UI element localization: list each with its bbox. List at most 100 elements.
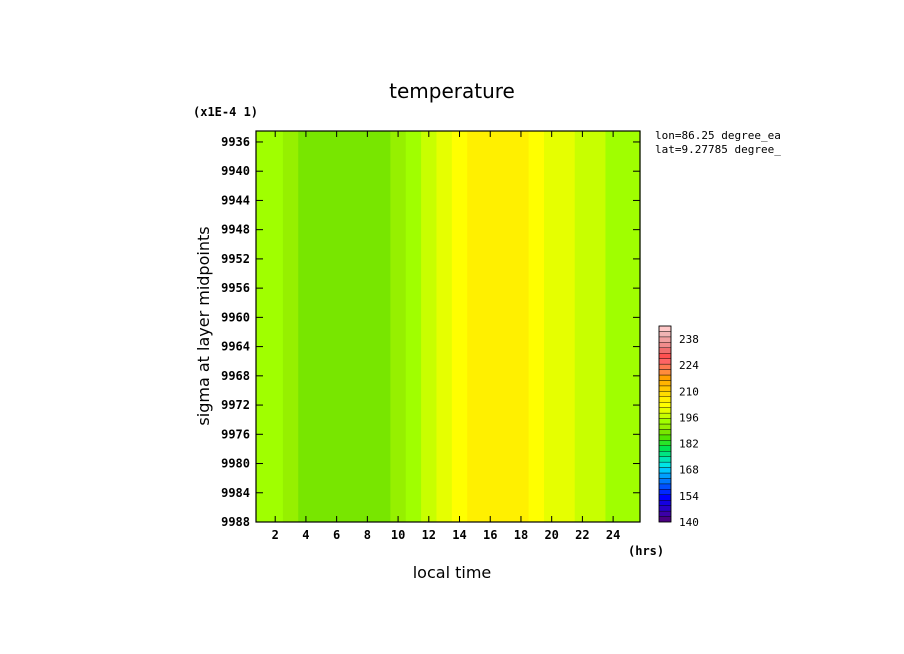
colorbar-swatch bbox=[658, 445, 672, 452]
colorbar-swatch bbox=[658, 402, 672, 408]
y-tick-label: 9968 bbox=[221, 369, 250, 383]
annotation-lat: lat=9.27785 degree_ bbox=[655, 143, 781, 156]
colorbar-swatch bbox=[658, 418, 672, 425]
y-tick-label: 9948 bbox=[221, 223, 250, 237]
colorbar-swatch bbox=[658, 353, 672, 359]
colorbar-swatch bbox=[658, 478, 672, 485]
heatmap-cell bbox=[405, 131, 422, 522]
colorbar-swatch bbox=[658, 483, 672, 490]
y-tick-label: 9976 bbox=[221, 427, 250, 441]
colorbar-swatch bbox=[658, 342, 672, 348]
colorbar-swatch bbox=[658, 510, 672, 517]
colorbar-swatch bbox=[658, 407, 672, 414]
colorbar-swatch bbox=[658, 423, 672, 430]
y-tick-label: 9988 bbox=[221, 515, 250, 529]
colorbar-swatch bbox=[658, 347, 672, 354]
colorbar-tick-label: 154 bbox=[679, 490, 699, 503]
y-tick-label: 9980 bbox=[221, 457, 250, 471]
colorbar-swatch bbox=[658, 489, 672, 495]
colorbar-swatch bbox=[658, 516, 672, 523]
x-tick-label: 18 bbox=[514, 528, 528, 542]
colorbar-swatch bbox=[658, 494, 672, 501]
x-axis-label: local time bbox=[413, 563, 492, 582]
heatmap-cell bbox=[282, 131, 299, 522]
colorbar-swatch bbox=[658, 440, 672, 446]
colorbar-swatch bbox=[658, 505, 672, 512]
y-tick-label: 9944 bbox=[221, 193, 250, 207]
y-tick-label: 9972 bbox=[221, 398, 250, 412]
heatmap-cell bbox=[436, 131, 453, 522]
colorbar-swatch bbox=[658, 358, 672, 365]
heatmap-cell bbox=[421, 131, 438, 522]
y-tick-label: 9964 bbox=[221, 340, 250, 354]
x-tick-label: 12 bbox=[422, 528, 436, 542]
colorbar-swatch bbox=[658, 451, 672, 457]
colorbar-swatch bbox=[658, 429, 672, 436]
chart-title: temperature bbox=[389, 79, 515, 103]
heatmap-cell bbox=[298, 131, 315, 522]
x-tick-label: 2 bbox=[272, 528, 279, 542]
x-tick-label: 22 bbox=[575, 528, 589, 542]
colorbar-swatch bbox=[658, 396, 672, 403]
y-tick-label: 9984 bbox=[221, 486, 250, 500]
y-axis-label: sigma at layer midpoints bbox=[194, 226, 213, 425]
heatmap-cell bbox=[256, 131, 269, 522]
x-units: (hrs) bbox=[628, 544, 664, 558]
y-scale-note: (x1E-4 1) bbox=[193, 105, 258, 119]
x-tick-label: 14 bbox=[452, 528, 466, 542]
colorbar-swatch bbox=[658, 325, 672, 332]
heatmap-cell bbox=[620, 131, 641, 522]
y-axis: 9936 9940 9944 9948 9952 9956 9960 9964 9968 9972… bbox=[221, 135, 640, 529]
heatmap-cell bbox=[605, 131, 622, 522]
colorbar-swatch bbox=[658, 456, 672, 463]
heatmap-cell bbox=[544, 131, 560, 522]
x-tick-label: 4 bbox=[302, 528, 309, 542]
x-tick-label: 20 bbox=[544, 528, 558, 542]
colorbar-swatch bbox=[658, 363, 672, 370]
colorbar-tick-label: 210 bbox=[679, 385, 699, 398]
heatmap-cell bbox=[451, 131, 468, 522]
heatmap-cell bbox=[559, 131, 576, 522]
y-tick-label: 9956 bbox=[221, 281, 250, 295]
colorbar-swatch bbox=[658, 412, 672, 419]
colorbar-swatch bbox=[658, 500, 672, 506]
colorbar-tick-label: 224 bbox=[679, 359, 699, 372]
colorbar-swatch bbox=[658, 380, 672, 387]
y-tick-label: 9936 bbox=[221, 135, 250, 149]
colorbar-tick-label: 238 bbox=[679, 333, 699, 346]
heatmap-cell bbox=[574, 131, 591, 522]
heatmap-cell bbox=[267, 131, 284, 522]
heatmap-cell bbox=[528, 131, 545, 522]
colorbar-swatch bbox=[658, 472, 672, 479]
plot-area bbox=[256, 131, 641, 522]
x-tick-label: 6 bbox=[333, 528, 340, 542]
colorbar-tick-label: 182 bbox=[679, 438, 699, 451]
colorbar-swatch bbox=[658, 336, 672, 343]
y-tick-label: 9940 bbox=[221, 164, 250, 178]
heatmap-cell bbox=[513, 131, 530, 522]
x-tick-label: 24 bbox=[606, 528, 620, 542]
colorbar-swatch bbox=[658, 461, 672, 468]
plot-frame bbox=[255, 130, 641, 523]
annotation-lon: lon=86.25 degree_ea bbox=[655, 129, 781, 142]
heatmap-cell bbox=[328, 131, 345, 522]
colorbar-swatch bbox=[658, 467, 672, 474]
colorbar-swatch bbox=[658, 391, 672, 397]
heatmap-cell bbox=[590, 131, 607, 522]
colorbar-tick-label: 168 bbox=[679, 464, 699, 477]
colorbar-swatch bbox=[658, 369, 672, 376]
colorbar: 140 154 168 182 196 210 224 238 bbox=[658, 325, 699, 529]
heatmap-cell bbox=[467, 131, 484, 522]
x-tick-label: 16 bbox=[483, 528, 497, 542]
colorbar-swatch bbox=[658, 374, 672, 381]
colorbar-tick-label: 140 bbox=[679, 516, 699, 529]
colorbar-swatch bbox=[658, 434, 672, 441]
heatmap-cell bbox=[375, 131, 391, 522]
x-tick-label: 10 bbox=[391, 528, 405, 542]
y-tick-label: 9960 bbox=[221, 310, 250, 324]
heatmap-cell bbox=[482, 131, 499, 522]
colorbar-tick-label: 196 bbox=[679, 411, 699, 424]
x-axis: 2 4 6 8 10 12 14 16 18 20 22 24 bbox=[272, 131, 620, 542]
y-tick-label: 9952 bbox=[221, 252, 250, 266]
